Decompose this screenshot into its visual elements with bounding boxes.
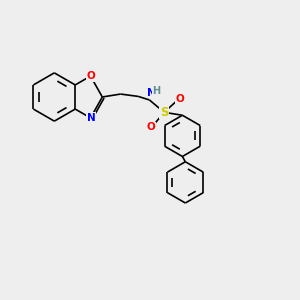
- Text: S: S: [160, 106, 168, 119]
- Text: O: O: [146, 122, 155, 132]
- Text: N: N: [146, 88, 155, 98]
- Text: H: H: [152, 86, 160, 96]
- Text: N: N: [87, 113, 95, 123]
- Text: O: O: [86, 71, 95, 81]
- Text: O: O: [175, 94, 184, 104]
